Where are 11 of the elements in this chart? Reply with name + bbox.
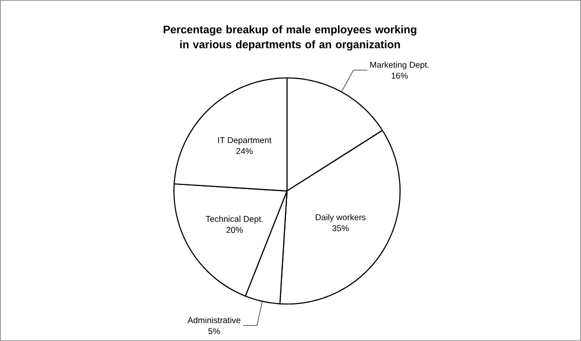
slice-label: Technical Dept. [206,216,263,224]
data-label: 5% [208,328,220,334]
slice-label: Marketing Dept. [370,62,429,70]
data-label: 35% [332,225,349,232]
slice-label: IT Department [218,137,272,145]
chart-title: Percentage breakup of male employees working in various departments of an organization [164,25,416,51]
data-label: 24% [236,148,253,154]
slice-label: Administrative [188,316,240,324]
data-label: 20% [226,226,243,233]
slice-label: Daily workers [316,214,366,222]
data-label: 16% [392,72,408,79]
